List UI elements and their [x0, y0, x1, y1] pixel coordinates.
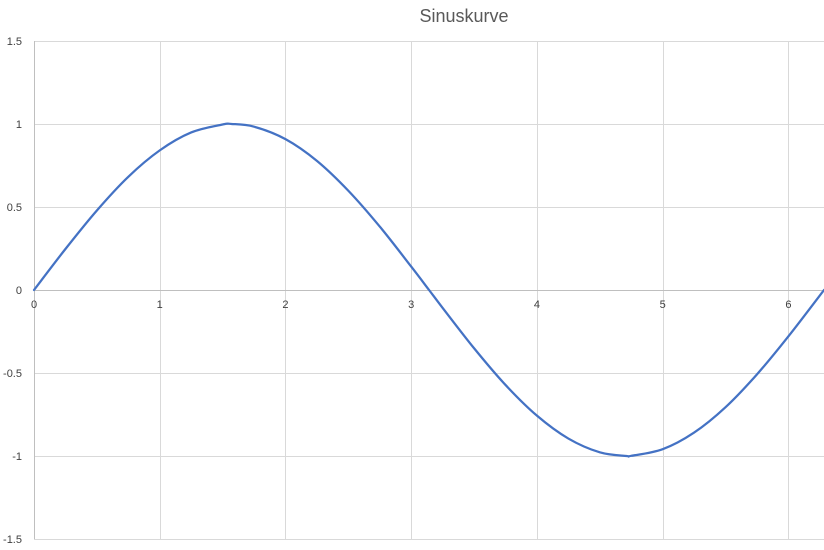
x-tick-label: 4 [534, 299, 540, 311]
x-tick-label: 3 [408, 299, 414, 311]
tick-label-layer: 1.5 1 0.5 0 -0.5 -1 -1.5 0 1 2 3 4 5 6 [3, 36, 791, 546]
x-tick-label: 1 [157, 299, 163, 311]
y-tick-label: 0.5 [7, 202, 22, 214]
y-tick-label: 0 [16, 285, 22, 297]
x-tick-label: 0 [31, 299, 37, 311]
series-line [32, 122, 824, 458]
y-tick-label: -1.5 [3, 534, 22, 546]
x-tick-label: 5 [660, 299, 666, 311]
y-tick-label: 1 [16, 119, 22, 131]
chart-title: Sinuskurve [419, 6, 508, 26]
series-layer [32, 122, 824, 458]
y-tick-label: -0.5 [3, 368, 22, 380]
x-tick-label: 2 [282, 299, 288, 311]
x-tick-label: 6 [785, 299, 791, 311]
y-tick-label: 1.5 [7, 36, 22, 48]
y-tick-label: -1 [12, 451, 22, 463]
